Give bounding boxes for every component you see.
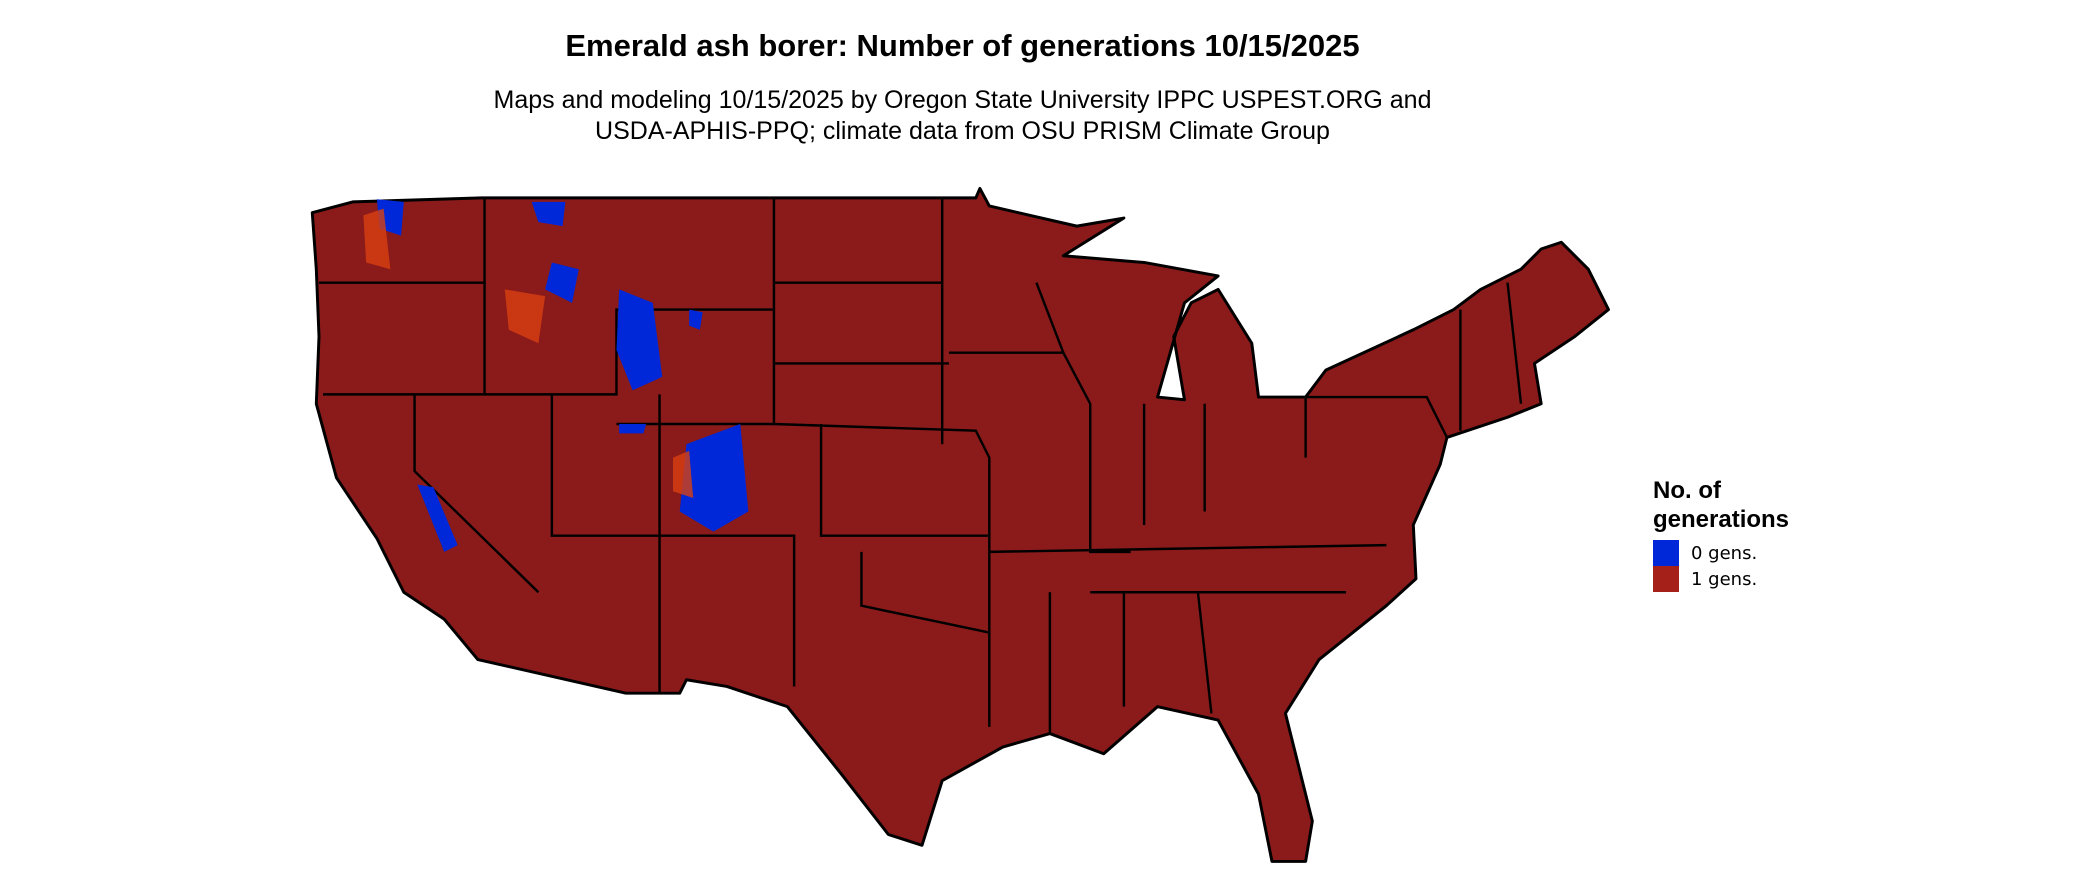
state-borders [319, 197, 1523, 734]
zero-gen-patch [545, 262, 579, 303]
zero-gen-patch [689, 309, 703, 330]
chart-title: Emerald ash borer: Number of generations… [565, 28, 1360, 63]
one-generation-highlights [363, 208, 694, 499]
chart-subtitle-line-1: Maps and modeling 10/15/2025 by Oregon S… [493, 86, 1432, 114]
legend-title-line-1: No. of [1653, 477, 1721, 504]
legend-swatch-blue [1653, 540, 1679, 566]
zero-generation-areas [376, 199, 749, 552]
zero-gen-patch [531, 201, 566, 227]
legend-title-line-2: generations [1653, 506, 1790, 533]
us-outline [310, 186, 1610, 863]
legend-label: 0 gens. [1691, 542, 1758, 564]
chart-subtitle-line-2: USDA-APHIS-PPQ; climate data from OSU PR… [595, 117, 1330, 145]
legend-swatch-red [1653, 566, 1679, 592]
legend: No. of generations 0 gens. 1 gens. [1653, 476, 1789, 592]
legend-label: 1 gens. [1691, 568, 1758, 590]
legend-entry-1-gens: 1 gens. [1653, 566, 1789, 592]
legend-entry-0-gens: 0 gens. [1653, 540, 1789, 566]
zero-gen-patch [679, 423, 749, 532]
zero-gen-patch [619, 423, 647, 434]
zero-gen-patch [417, 484, 458, 552]
zero-gen-patch [616, 289, 663, 391]
